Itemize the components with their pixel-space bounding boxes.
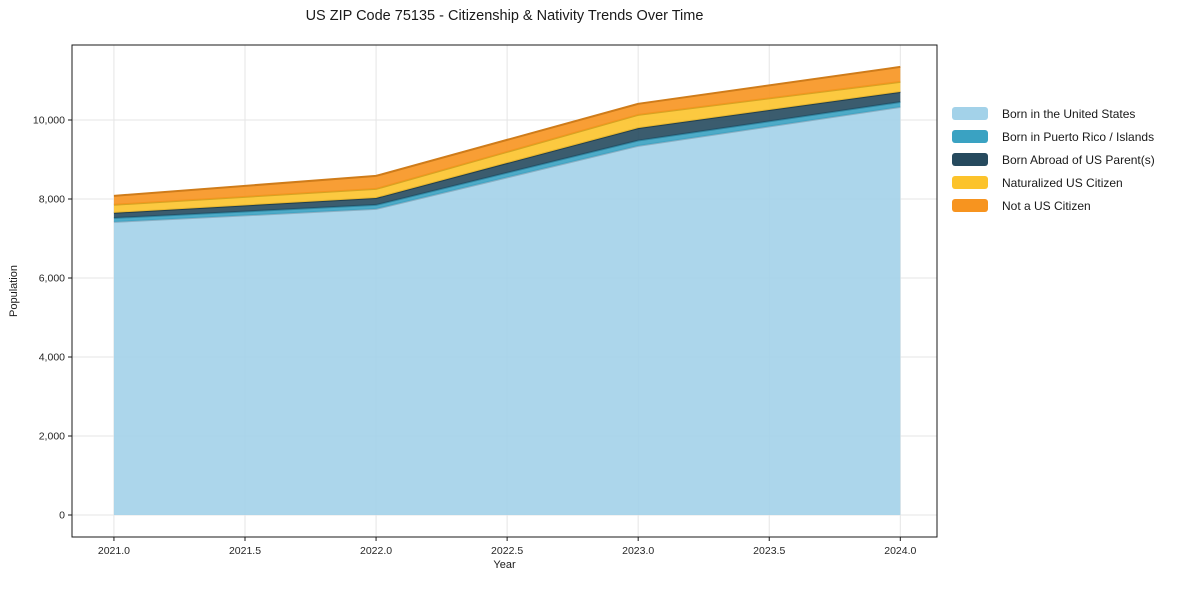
y-axis-label: Population <box>8 265 20 317</box>
x-tick-label: 2023.0 <box>622 545 654 557</box>
legend-label: Naturalized US Citizen <box>1002 175 1123 190</box>
y-tick-label: 10,000 <box>33 115 65 127</box>
x-tick-label: 2022.5 <box>491 545 523 557</box>
legend-swatch <box>952 176 988 189</box>
legend-item: Naturalized US Citizen <box>952 171 1155 194</box>
legend-swatch <box>952 153 988 166</box>
area-series <box>113 106 901 515</box>
area-series <box>113 102 901 222</box>
legend-label: Born Abroad of US Parent(s) <box>1002 152 1155 167</box>
area-series <box>113 81 901 213</box>
axis-spine <box>71 44 938 538</box>
area-series <box>113 66 901 205</box>
area-series <box>113 91 901 218</box>
x-tick-label: 2022.0 <box>360 545 392 557</box>
legend-label: Born in Puerto Rico / Islands <box>1002 129 1155 144</box>
y-tick-label: 6,000 <box>39 273 65 285</box>
y-tick-label: 2,000 <box>39 431 65 443</box>
legend-item: Born Abroad of US Parent(s) <box>952 148 1155 171</box>
chart-title: US ZIP Code 75135 - Citizenship & Nativi… <box>305 8 704 24</box>
x-tick-label: 2021.5 <box>229 545 261 557</box>
y-tick-label: 8,000 <box>39 194 65 206</box>
legend-label: Not a US Citizen <box>1002 198 1091 213</box>
legend-item: Born in Puerto Rico / Islands <box>952 125 1155 148</box>
legend-swatch <box>952 130 988 143</box>
area-series-edge <box>113 65 901 197</box>
y-tick-label: 0 <box>59 509 65 521</box>
x-tick-label: 2023.5 <box>753 545 785 557</box>
x-axis-label: Year <box>493 559 516 571</box>
x-tick-label: 2024.0 <box>884 545 916 557</box>
legend-label: Born in the United States <box>1002 106 1136 121</box>
x-tick-label: 2021.0 <box>98 545 130 557</box>
legend-item: Not a US Citizen <box>952 194 1155 217</box>
legend-swatch <box>952 107 988 120</box>
legend-item: Born in the United States <box>952 102 1155 125</box>
legend-swatch <box>952 199 988 212</box>
legend: Born in the United States Born in Puerto … <box>952 102 1155 217</box>
y-tick-label: 4,000 <box>39 352 65 364</box>
